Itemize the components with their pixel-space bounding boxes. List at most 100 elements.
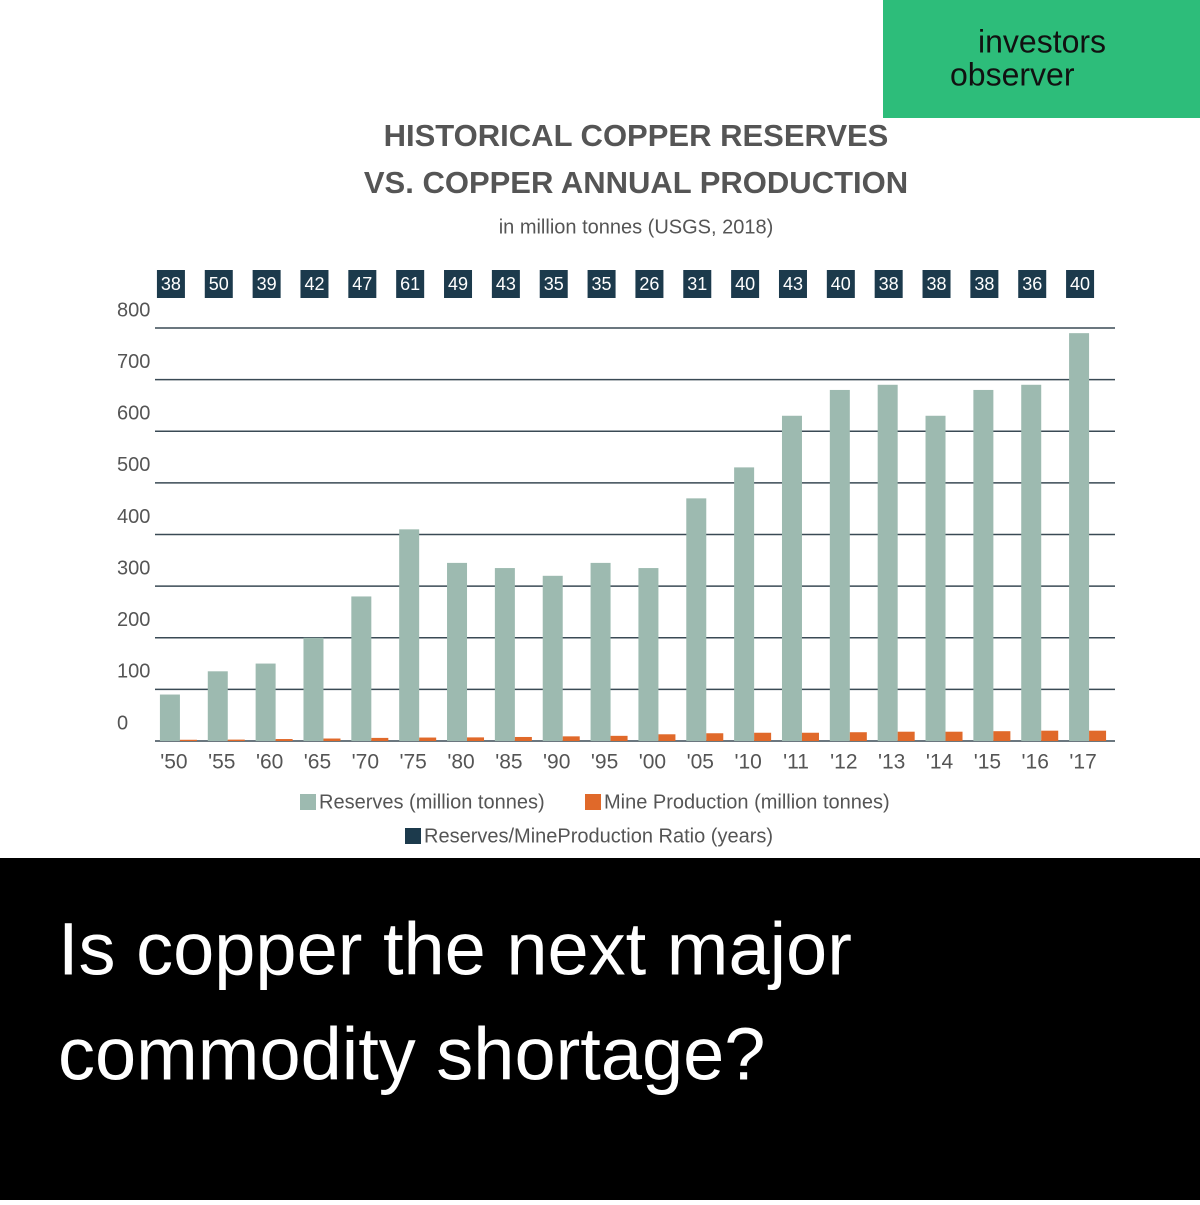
ratio-box xyxy=(1066,270,1095,298)
bar xyxy=(658,734,676,741)
legend-label: Mine Production (million tonnes) xyxy=(604,791,890,813)
bar xyxy=(467,737,485,741)
y-tick-label: 100 xyxy=(117,661,150,683)
x-tick-label: '12 xyxy=(830,751,857,774)
bar xyxy=(754,732,772,741)
data-label: 38 xyxy=(161,274,181,294)
ratio-box xyxy=(348,270,377,298)
ratio-box xyxy=(396,270,425,298)
data-label: 35 xyxy=(544,274,564,294)
bar xyxy=(514,736,532,741)
bar xyxy=(686,498,707,741)
ratio-box xyxy=(922,270,951,298)
legend-label: Reserves (million tonnes) xyxy=(319,791,545,813)
bar xyxy=(494,568,515,741)
bar xyxy=(399,529,420,741)
data-label: 26 xyxy=(639,274,659,294)
bar xyxy=(1069,333,1090,741)
data-label: 43 xyxy=(783,274,803,294)
x-tick-label: '05 xyxy=(687,751,714,774)
data-label: 40 xyxy=(735,274,755,294)
bar xyxy=(734,467,755,741)
x-tick-label: '00 xyxy=(639,751,666,774)
data-label: 61 xyxy=(400,274,420,294)
logo-text: investors xyxy=(978,23,1106,59)
bar xyxy=(562,736,580,741)
data-label: 42 xyxy=(304,274,324,294)
bar xyxy=(275,739,293,741)
logo-text: observer xyxy=(950,56,1075,92)
bar xyxy=(227,739,245,741)
ratio-box xyxy=(204,270,233,298)
bar xyxy=(303,637,324,741)
ratio-box xyxy=(874,270,903,298)
bar xyxy=(590,562,611,741)
y-tick-label: 300 xyxy=(117,557,150,579)
bar xyxy=(781,415,802,741)
data-label: 49 xyxy=(448,274,468,294)
ratio-box xyxy=(1018,270,1047,298)
bar xyxy=(993,731,1011,741)
x-tick-label: '80 xyxy=(447,751,474,774)
y-tick-label: 500 xyxy=(117,454,150,476)
y-tick-label: 800 xyxy=(117,299,150,321)
headline-background xyxy=(0,858,1200,1200)
ratio-box xyxy=(731,270,760,298)
bar xyxy=(351,596,372,741)
legend-swatch xyxy=(585,794,601,810)
data-label: 40 xyxy=(831,274,851,294)
ratio-box xyxy=(778,270,807,298)
y-tick-label: 400 xyxy=(117,506,150,528)
bar xyxy=(419,737,437,741)
headline: Is copper the next major xyxy=(58,908,852,991)
x-tick-label: '85 xyxy=(495,751,522,774)
x-tick-label: '75 xyxy=(399,751,426,774)
bar xyxy=(1021,384,1042,741)
x-tick-label: '55 xyxy=(208,751,235,774)
bar xyxy=(945,731,963,741)
y-tick-label: 700 xyxy=(117,351,150,373)
bar xyxy=(849,732,867,741)
bar xyxy=(255,663,276,741)
data-label: 35 xyxy=(592,274,612,294)
bar xyxy=(638,568,659,741)
bar xyxy=(829,389,850,741)
bar xyxy=(877,384,898,741)
data-label: 47 xyxy=(352,274,372,294)
bar xyxy=(542,575,563,741)
data-label: 40 xyxy=(1070,274,1090,294)
ratio-box xyxy=(491,270,520,298)
y-tick-label: 600 xyxy=(117,403,150,425)
x-tick-label: '60 xyxy=(256,751,283,774)
ratio-box xyxy=(539,270,568,298)
bar xyxy=(207,671,228,741)
ratio-box xyxy=(826,270,855,298)
x-tick-label: '14 xyxy=(926,751,954,774)
x-tick-label: '90 xyxy=(543,751,570,774)
bar xyxy=(1041,730,1059,741)
ratio-box xyxy=(970,270,999,298)
bar xyxy=(973,389,994,741)
bar xyxy=(371,737,389,741)
x-tick-label: '13 xyxy=(878,751,905,774)
bar xyxy=(925,415,946,741)
ratio-box xyxy=(252,270,281,298)
data-label: 36 xyxy=(1022,274,1042,294)
data-label: 38 xyxy=(927,274,947,294)
ratio-box xyxy=(587,270,616,298)
chart-subtitle: in million tonnes (USGS, 2018) xyxy=(499,216,774,238)
ratio-box xyxy=(156,270,185,298)
data-label: 39 xyxy=(257,274,277,294)
ratio-box xyxy=(444,270,473,298)
data-label: 50 xyxy=(209,274,229,294)
bar xyxy=(610,735,628,741)
x-tick-label: '65 xyxy=(304,751,331,774)
chart-title: VS. COPPER ANNUAL PRODUCTION xyxy=(364,165,908,200)
y-tick-label: 0 xyxy=(117,712,128,734)
data-label: 38 xyxy=(974,274,994,294)
x-tick-label: '50 xyxy=(160,751,187,774)
bar xyxy=(323,738,341,741)
logo-box xyxy=(883,0,1200,118)
